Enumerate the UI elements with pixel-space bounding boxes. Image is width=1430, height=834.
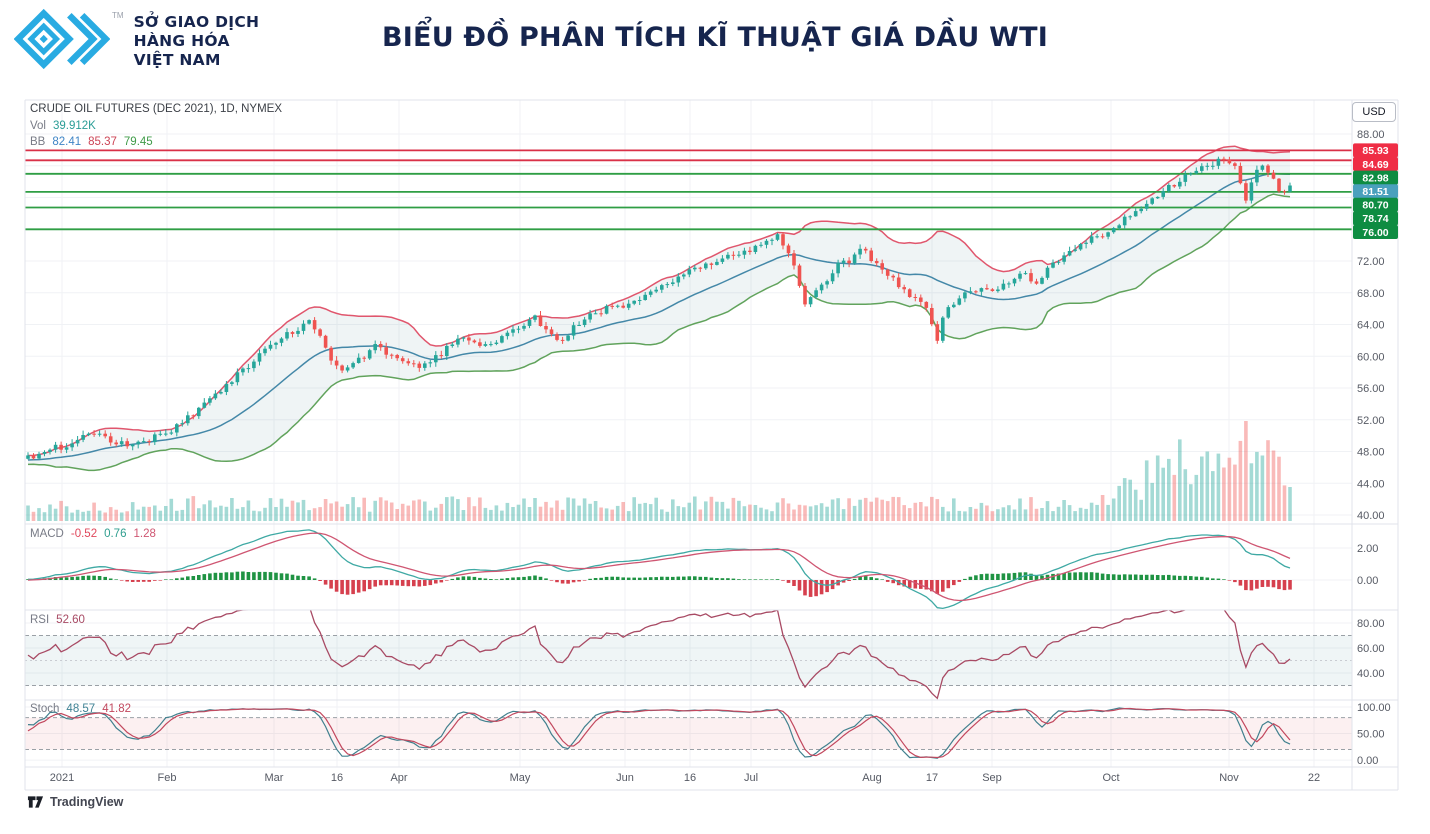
symbol-legend: CRUDE OIL FUTURES (DEC 2021), 1D, NYMEX — [30, 103, 282, 115]
svg-text:Sep: Sep — [982, 772, 1002, 784]
volume-value: 39.912K — [53, 120, 96, 132]
svg-text:40.00: 40.00 — [1357, 510, 1385, 522]
rsi-line — [27, 610, 1291, 700]
svg-text:0.00: 0.00 — [1357, 755, 1378, 767]
svg-text:50.00: 50.00 — [1357, 729, 1385, 741]
svg-text:56.00: 56.00 — [1357, 383, 1385, 395]
svg-text:88.00: 88.00 — [1357, 129, 1385, 141]
svg-text:85.93: 85.93 — [1362, 145, 1388, 157]
bollinger-fill — [28, 146, 1290, 471]
macd-signal-line — [27, 532, 1291, 602]
svg-text:Aug: Aug — [862, 772, 882, 784]
bollinger-basis — [27, 172, 1291, 461]
svg-text:Apr: Apr — [390, 772, 407, 784]
svg-text:72.00: 72.00 — [1357, 256, 1385, 268]
macd-legend: MACD -0.52 0.76 1.28 — [30, 528, 156, 540]
stoch-legend: Stoch 48.57 41.82 — [30, 703, 131, 715]
svg-text:40.00: 40.00 — [1357, 668, 1385, 680]
svg-text:64.00: 64.00 — [1357, 320, 1385, 332]
symbol-text: CRUDE OIL FUTURES (DEC 2021), 1D, NYMEX — [30, 103, 282, 115]
svg-text:84.69: 84.69 — [1362, 159, 1388, 171]
svg-text:Jun: Jun — [616, 772, 634, 784]
macd-line — [27, 529, 1291, 610]
stoch-d-line — [27, 707, 1291, 759]
macd-label: MACD — [30, 528, 64, 540]
rsi-legend: RSI 52.60 — [30, 614, 85, 626]
rsi-label: RSI — [30, 614, 50, 626]
svg-text:Oct: Oct — [1102, 772, 1119, 784]
bb-upper-value: 85.37 — [88, 136, 117, 148]
bb-lower-value: 79.45 — [123, 136, 153, 148]
main-pane — [25, 145, 1352, 521]
svg-text:16: 16 — [331, 772, 343, 784]
rsi-value: 52.60 — [56, 614, 85, 626]
svg-text:16: 16 — [684, 772, 696, 784]
brand-name: SỞ GIAO DỊCH HÀNG HÓA VIỆT NAM — [134, 13, 260, 70]
stoch-d-value: 41.82 — [102, 703, 131, 715]
svg-text:Jul: Jul — [744, 772, 758, 784]
svg-text:17: 17 — [926, 772, 938, 784]
bollinger-legend: BB 82.41 85.37 79.45 — [30, 136, 153, 148]
svg-text:80.70: 80.70 — [1362, 200, 1388, 212]
stoch-k-value: 48.57 — [66, 703, 96, 715]
bollinger-lower — [27, 193, 1291, 472]
svg-text:44.00: 44.00 — [1357, 478, 1385, 490]
price-axis: 88.00 72.00 68.00 64.00 60.00 56.00 52.00 48.00… — [1357, 129, 1391, 767]
svg-text:2021: 2021 — [50, 772, 74, 784]
svg-text:Feb: Feb — [158, 772, 177, 784]
stoch-label: Stoch — [30, 703, 60, 715]
svg-text:Mar: Mar — [265, 772, 284, 784]
trademark-label: TM — [112, 11, 124, 20]
svg-text:48.00: 48.00 — [1357, 447, 1385, 459]
currency-button[interactable]: USD — [1352, 102, 1396, 122]
brand: TM SỞ GIAO DỊCH HÀNG HÓA VIỆT NAM — [14, 7, 259, 71]
frame — [24, 99, 1399, 791]
stoch-pane — [25, 707, 1352, 759]
svg-text:60.00: 60.00 — [1357, 351, 1385, 363]
svg-text:76.00: 76.00 — [1362, 227, 1388, 239]
candles — [26, 156, 1292, 460]
bb-basis-value: 82.41 — [52, 136, 82, 148]
svg-text:60.00: 60.00 — [1357, 643, 1385, 655]
bb-label: BB — [30, 136, 46, 148]
brand-line-2: HÀNG HÓA — [133, 32, 230, 50]
svg-text:2.00: 2.00 — [1357, 543, 1378, 555]
brand-line-3: VIỆT NAM — [133, 51, 221, 69]
tradingview-label: TradingView — [50, 795, 124, 809]
svg-text:0.00: 0.00 — [1357, 575, 1378, 587]
svg-text:100.00: 100.00 — [1357, 702, 1391, 714]
svg-text:Nov: Nov — [1219, 772, 1239, 784]
svg-text:82.98: 82.98 — [1362, 172, 1388, 184]
volume-label: Vol — [30, 120, 46, 132]
mxv-logo — [14, 8, 110, 70]
macd-signal-value: 1.28 — [133, 528, 156, 540]
svg-text:22: 22 — [1308, 772, 1320, 784]
volume-legend: Vol 39.912K — [30, 120, 96, 132]
page-title: BIỂU ĐỒ PHÂN TÍCH KĨ THUẬT GIÁ DẦU WTI — [382, 22, 1048, 53]
svg-text:80.00: 80.00 — [1357, 618, 1385, 630]
svg-text:May: May — [510, 772, 531, 784]
macd-hist-value: -0.52 — [70, 528, 98, 540]
time-axis: 2021 Feb Mar 16 Apr May Jun 16 Jul Aug 17 Sep Oct Nov… — [50, 772, 1320, 784]
price-levels — [25, 149, 1352, 231]
brand-line-1: SỞ GIAO DỊCH — [133, 13, 260, 31]
svg-text:52.00: 52.00 — [1357, 415, 1385, 427]
rsi-pane — [25, 610, 1352, 700]
macd-pane — [26, 529, 1292, 610]
svg-text:81.51: 81.51 — [1362, 186, 1388, 198]
tradingview-attribution[interactable]: TradingView — [27, 795, 123, 809]
svg-text:78.74: 78.74 — [1362, 213, 1388, 225]
volume-bars — [26, 421, 1292, 521]
tradingview-icon — [27, 796, 44, 808]
macd-line-value: 0.76 — [104, 528, 127, 540]
svg-text:68.00: 68.00 — [1357, 288, 1385, 300]
